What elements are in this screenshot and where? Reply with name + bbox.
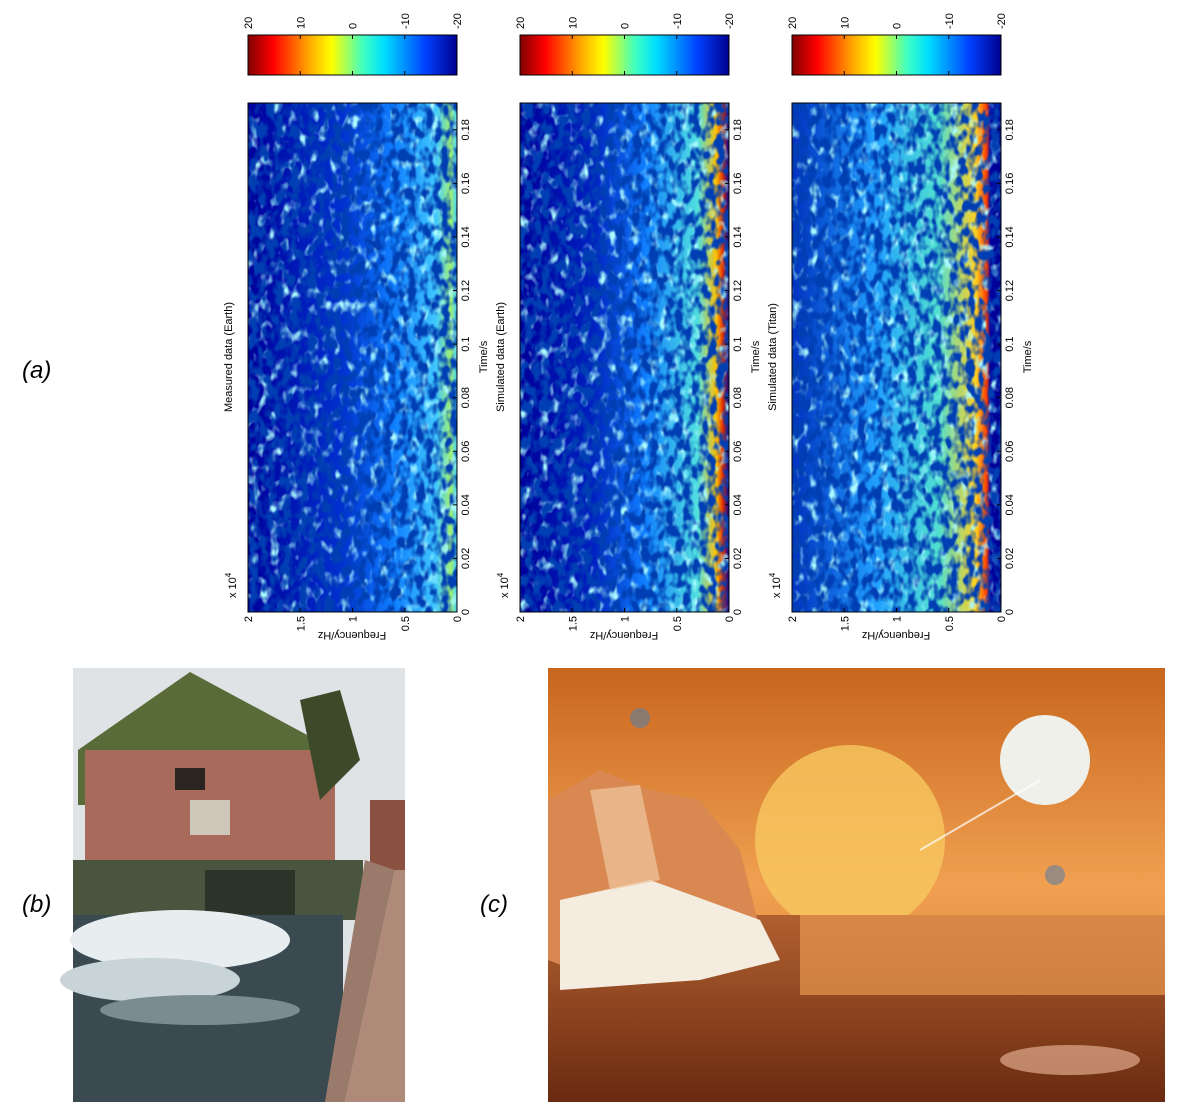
spectrogram-noise (248, 103, 457, 612)
freq-tick-label: 1.5 (295, 616, 307, 631)
colorbar-tick-label: -10 (944, 13, 956, 29)
time-tick-label: 0.1 (1004, 336, 1016, 351)
colorbar-tick-label: -10 (400, 13, 412, 29)
freq-exponent: 4 (224, 572, 233, 577)
freq-tick-label: 0 (996, 616, 1008, 622)
time-tick-label: 0.04 (1004, 494, 1016, 515)
freq-tick-label: 2 (243, 616, 255, 622)
colorbar-tick-label: 10 (839, 17, 851, 29)
colorbar (792, 35, 1001, 75)
colorbar-tick-label: 20 (515, 17, 527, 29)
time-tick-label: 0.02 (732, 548, 744, 569)
panel-label: (a) (22, 357, 51, 384)
time-tick-label: 0 (1004, 609, 1016, 615)
time-tick-label: 0.12 (1004, 280, 1016, 301)
colorbar-tick-label: 20 (787, 17, 799, 29)
time-tick-label: 0.08 (460, 387, 472, 408)
freq-tick-label: 2 (515, 616, 527, 622)
freq-multiplier: x 104 (224, 572, 239, 598)
colorbar-tick-label: 0 (620, 23, 632, 29)
time-tick-label: 0.06 (1004, 441, 1016, 462)
freq-multiplier: x 104 (768, 572, 783, 598)
colorbar-tick-label: 0 (892, 23, 904, 29)
time-tick-label: 0 (460, 609, 472, 615)
time-tick-label: 0.14 (460, 226, 472, 247)
freq-tick-label: 0.5 (944, 616, 956, 631)
colorbar-tick-label: -10 (672, 13, 684, 29)
time-tick-label: 0.16 (1004, 173, 1016, 194)
y-axis-label: Frequency/Hz (590, 629, 658, 641)
time-tick-label: 0.02 (460, 548, 472, 569)
colorbar (520, 35, 729, 75)
time-tick-label: 0.18 (460, 119, 472, 140)
time-tick-label: 0.14 (1004, 226, 1016, 247)
freq-tick-label: 1 (620, 616, 632, 622)
colorbar-tick-label: 0 (348, 23, 360, 29)
freq-multiplier: x 10 (227, 577, 239, 598)
freq-tick-label: 0 (724, 616, 736, 622)
figure: (a) (b) (c) 00.020.040.060.080.10.120.14… (0, 0, 1177, 1102)
freq-tick-label: 1 (348, 616, 360, 622)
freq-exponent: 4 (496, 572, 505, 577)
freq-tick-label: 1 (892, 616, 904, 622)
time-tick-label: 0.02 (1004, 548, 1016, 569)
time-tick-label: 0.16 (460, 173, 472, 194)
spectrogram-noise (792, 103, 1001, 612)
time-tick-label: 0.16 (732, 173, 744, 194)
photo-titan (548, 668, 1165, 1102)
time-tick-label: 0.12 (732, 280, 744, 301)
time-tick-label: 0.18 (1004, 119, 1016, 140)
colorbar-tick-label: 10 (567, 17, 579, 29)
freq-multiplier: x 104 (496, 572, 511, 598)
photo-mill (60, 668, 405, 1102)
time-tick-label: 0.1 (460, 336, 472, 351)
freq-tick-label: 1.5 (567, 616, 579, 631)
freq-tick-label: 1.5 (839, 616, 851, 631)
colorbar-tick-label: -20 (996, 13, 1008, 29)
colorbar-tick-label: 20 (243, 17, 255, 29)
spectrogram-title: Simulated data (Earth) (495, 302, 507, 412)
spectrogram-noise (520, 103, 729, 612)
freq-tick-label: 0.5 (400, 616, 412, 631)
time-tick-label: 0.08 (1004, 387, 1016, 408)
time-tick-label: 0.1 (732, 336, 744, 351)
time-tick-label: 0.08 (732, 387, 744, 408)
colorbar-tick-label: 10 (295, 17, 307, 29)
freq-tick-label: 0 (452, 616, 464, 622)
panel-label: (c) (480, 891, 508, 918)
panel-label: (b) (22, 891, 51, 918)
time-tick-label: 0.06 (460, 441, 472, 462)
colorbar-tick-label: -20 (724, 13, 736, 29)
spectrogram-title: Measured data (Earth) (223, 302, 235, 412)
time-tick-label: 0.12 (460, 280, 472, 301)
freq-multiplier: x 10 (771, 577, 783, 598)
freq-exponent: 4 (768, 572, 777, 577)
y-axis-label: Frequency/Hz (862, 629, 930, 641)
x-axis-label: Time/s (750, 340, 762, 373)
time-tick-label: 0.18 (732, 119, 744, 140)
y-axis-label: Frequency/Hz (318, 629, 386, 641)
time-tick-label: 0.04 (732, 494, 744, 515)
colorbar (248, 35, 457, 75)
freq-tick-label: 2 (787, 616, 799, 622)
x-axis-label: Time/s (1022, 340, 1034, 373)
colorbar-tick-label: -20 (452, 13, 464, 29)
freq-multiplier: x 10 (499, 577, 511, 598)
freq-tick-label: 0.5 (672, 616, 684, 631)
time-tick-label: 0 (732, 609, 744, 615)
x-axis-label: Time/s (478, 340, 490, 373)
time-tick-label: 0.14 (732, 226, 744, 247)
time-tick-label: 0.04 (460, 494, 472, 515)
spectrogram-title: Simulated data (Titan) (767, 303, 779, 411)
time-tick-label: 0.06 (732, 441, 744, 462)
